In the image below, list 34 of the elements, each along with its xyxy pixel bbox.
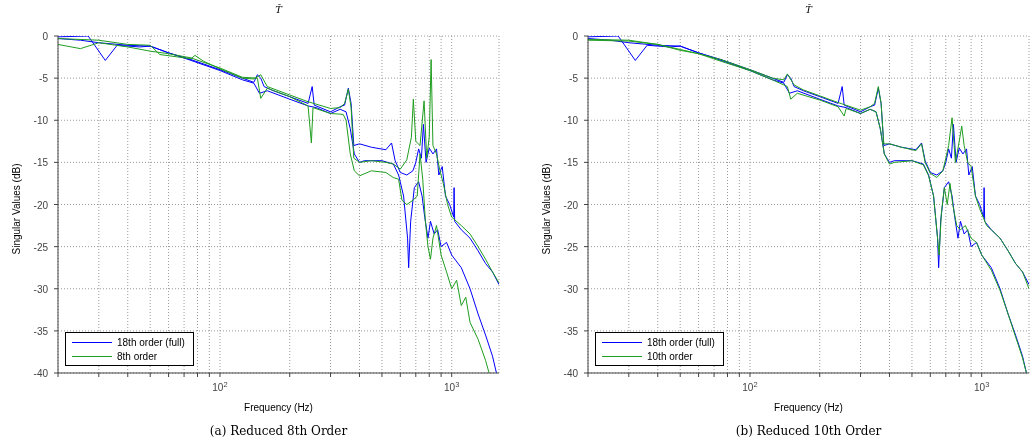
x-tick-label: 10$^{3}$ (974, 379, 990, 393)
y-axis-title: Singular Values (dB) (540, 163, 552, 255)
y-tick-label: -25 (33, 241, 49, 253)
y-tick-label: -15 (33, 157, 49, 169)
legend-label: 8th order (117, 350, 158, 362)
legend-label: 10th order (647, 350, 693, 362)
y-tick-label: -5 (569, 73, 579, 85)
y-tick-label: 0 (572, 31, 579, 42)
y-tick-label: -10 (33, 115, 49, 127)
y-tick-label: -30 (563, 283, 579, 295)
y-tick-label: -40 (33, 368, 49, 379)
y-tick-label: -5 (39, 73, 49, 85)
y-tick-label: -25 (563, 241, 579, 253)
x-axis-title: Frequency (Hz) (244, 402, 313, 413)
y-tick-label: -40 (563, 368, 579, 379)
legend-label: 18th order (full) (117, 336, 185, 348)
chart-title: T̂ (805, 4, 812, 15)
y-tick-label: -10 (563, 115, 579, 127)
y-tick-label: -15 (563, 157, 579, 169)
y-axis-title: Singular Values (dB) (10, 163, 22, 255)
chart-title: T̂ (275, 4, 282, 15)
y-tick-label: -20 (563, 199, 579, 211)
y-tick-label: -35 (563, 325, 579, 337)
x-tick-label: 10$^{2}$ (742, 379, 758, 393)
y-tick-label: -35 (33, 325, 49, 337)
text: (a) Reduced 8th Order (209, 424, 348, 438)
x-tick-label: 10$^{3}$ (444, 379, 460, 393)
x-axis-title: Frequency (Hz) (774, 402, 843, 413)
legend-label: 18th order (full) (647, 336, 715, 348)
x-tick-label: 10$^{2}$ (212, 379, 228, 393)
text: (b) Reduced 10th Order (735, 424, 882, 438)
y-tick-label: -20 (33, 199, 49, 211)
y-tick-label: -30 (33, 283, 49, 295)
y-tick-label: 0 (42, 31, 49, 42)
